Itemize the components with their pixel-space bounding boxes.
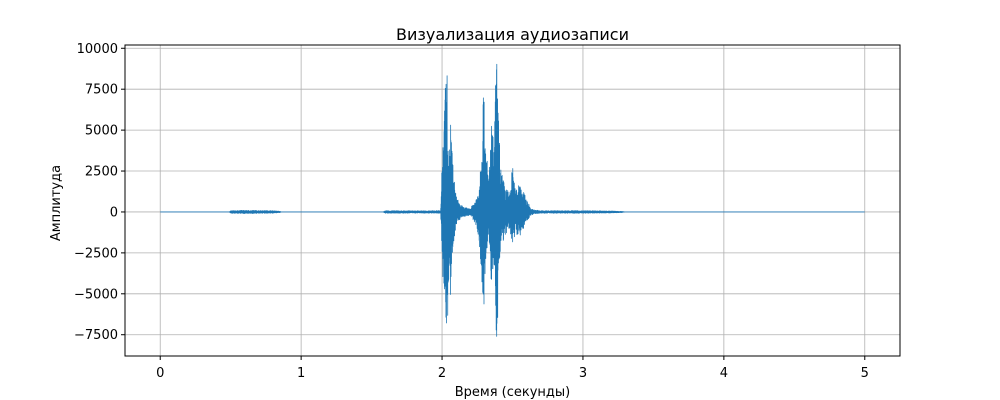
y-axis-label: Амплитуда bbox=[49, 165, 64, 241]
y-tick-label: −5000 bbox=[74, 287, 118, 302]
y-tick-label: 10000 bbox=[77, 42, 118, 57]
y-tick-label: −2500 bbox=[74, 246, 118, 261]
x-axis-label: Время (секунды) bbox=[455, 385, 571, 400]
x-tick-label: 5 bbox=[861, 366, 869, 381]
x-tick-label: 0 bbox=[156, 366, 164, 381]
y-tick-label: 7500 bbox=[85, 83, 118, 98]
x-tick-label: 3 bbox=[579, 366, 587, 381]
y-tick-label: 0 bbox=[110, 205, 118, 220]
x-tick-label: 1 bbox=[297, 366, 305, 381]
waveform bbox=[159, 63, 865, 337]
tick-layer: 0 1 2 3 4 5 −7500 −5000 −2500 0 2500 5000 7500 10000 bbox=[74, 42, 869, 381]
y-tick-label: 2500 bbox=[85, 165, 118, 180]
y-tick-label: −7500 bbox=[74, 328, 118, 343]
chart-title: Визуализация аудиозаписи bbox=[396, 25, 629, 44]
x-tick-label: 2 bbox=[438, 366, 446, 381]
y-tick-label: 5000 bbox=[85, 124, 118, 139]
x-tick-label: 4 bbox=[720, 366, 728, 381]
plot-frame bbox=[124, 44, 901, 357]
waveform-line bbox=[159, 63, 865, 337]
